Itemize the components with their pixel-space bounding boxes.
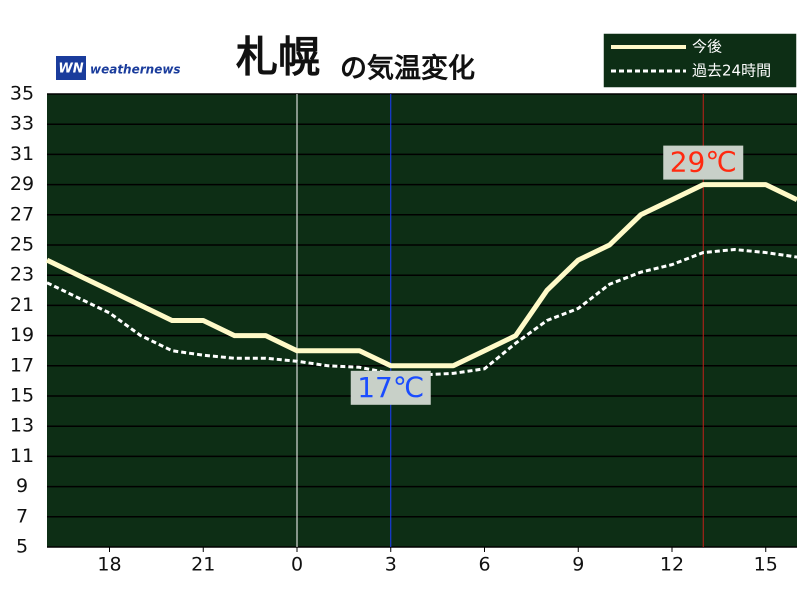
annotation-box [663, 145, 744, 180]
annotation: 29℃ [670, 146, 737, 179]
y-tick-label: 33 [10, 113, 34, 135]
annotation-box [350, 370, 431, 405]
chart-title: 札幌 [236, 33, 320, 82]
y-tick-label: 23 [10, 264, 34, 286]
x-tick-label: 3 [385, 554, 397, 576]
series-line [45, 182, 799, 369]
legend-box [602, 32, 798, 89]
x-tick-label: 12 [660, 554, 684, 576]
y-tick-label: 27 [10, 203, 34, 225]
chart-subtitle: の気温変化 [340, 53, 475, 85]
y-tick-label: 5 [16, 536, 28, 558]
legend-label: 今後 [692, 38, 722, 56]
x-tick-label: 9 [572, 554, 584, 576]
x-tick-label: 21 [191, 554, 215, 576]
y-tick-label: 31 [10, 143, 34, 165]
annotation: 17℃ [357, 371, 424, 404]
y-tick-label: 19 [10, 324, 34, 346]
y-tick-label: 29 [10, 173, 34, 195]
y-tick-label: 9 [16, 475, 28, 497]
legend-label: 過去24時間 [692, 62, 771, 80]
y-tick-label: 17 [10, 354, 34, 376]
y-tick-label: 11 [10, 445, 34, 467]
y-tick-label: 15 [10, 385, 34, 407]
y-tick-label: 35 [10, 83, 34, 105]
x-tick-label: 15 [754, 554, 778, 576]
y-tick-label: 25 [10, 234, 34, 256]
logo-mark: WN [58, 62, 83, 77]
x-tick-label: 18 [97, 554, 121, 576]
logo-text: weathernews [90, 63, 181, 77]
x-tick-label: 0 [291, 554, 303, 576]
y-tick-label: 7 [16, 505, 28, 527]
x-tick-label: 6 [478, 554, 490, 576]
logo-box [56, 56, 86, 80]
y-tick-label: 21 [10, 294, 34, 316]
y-tick-label: 13 [10, 415, 34, 437]
